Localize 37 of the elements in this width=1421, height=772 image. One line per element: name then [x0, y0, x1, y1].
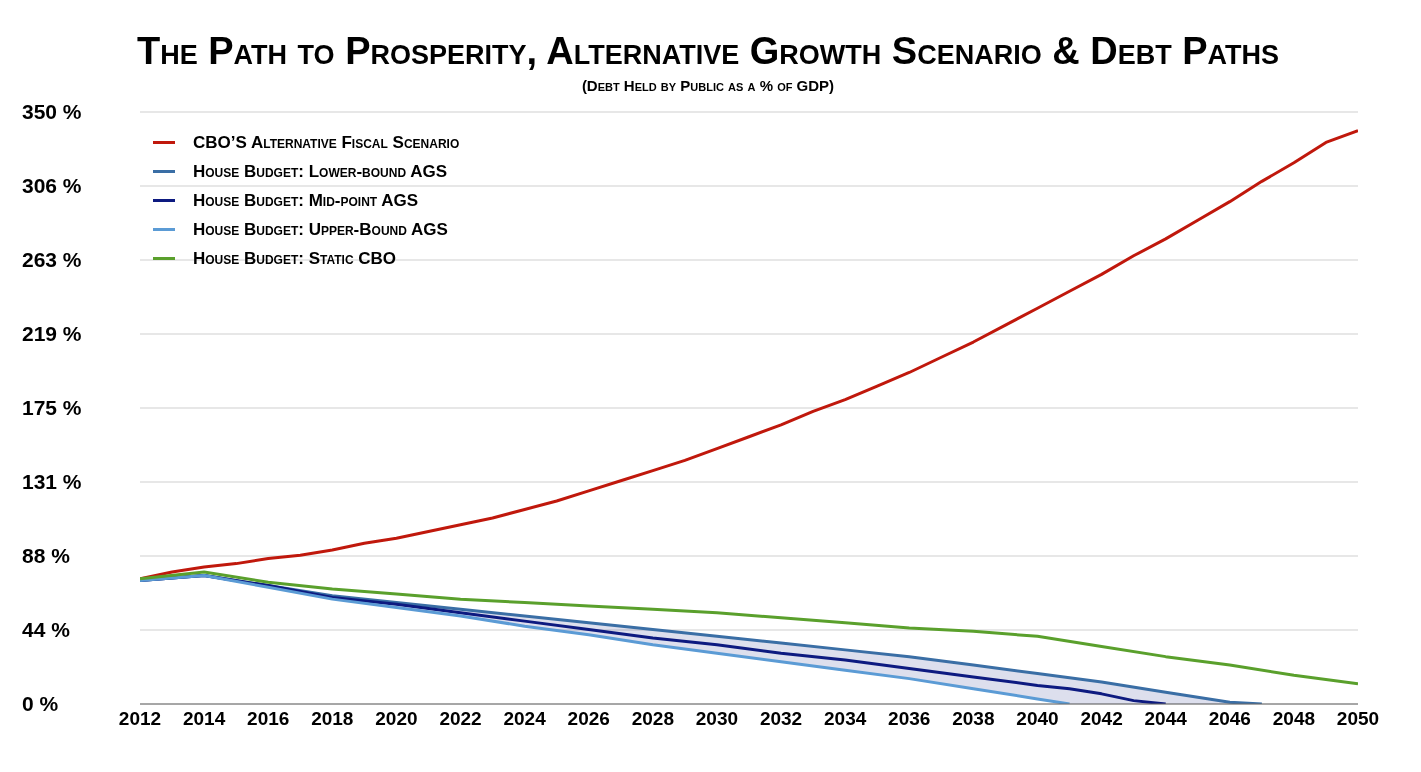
y-tick-label: 88 %: [22, 544, 71, 568]
x-tick-label: 2038: [952, 708, 995, 730]
y-tick-label: 219 %: [22, 322, 82, 346]
y-tick-label: 44 %: [22, 618, 71, 642]
x-tick-label: 2050: [1336, 708, 1380, 730]
y-tick-label: 131 %: [22, 470, 82, 494]
legend-label: House Budget: Upper-Bound AGS: [193, 219, 448, 240]
y-tick-label: 175 %: [22, 396, 82, 420]
legend-label: House Budget: Lower-bound AGS: [193, 161, 447, 182]
x-tick-label: 2024: [503, 708, 547, 730]
x-tick-label: 2018: [311, 708, 354, 730]
x-tick-label: 2012: [118, 708, 162, 730]
x-tick-label: 2020: [375, 708, 418, 730]
legend-label: House Budget: Mid-point AGS: [193, 190, 419, 211]
x-tick-label: 2036: [888, 708, 931, 730]
x-tick-label: 2014: [182, 708, 226, 730]
x-tick-label: 2022: [439, 708, 482, 730]
line-series: [140, 570, 1358, 686]
x-tick-label: 2040: [1016, 708, 1059, 730]
x-tick-label: 2048: [1272, 708, 1316, 730]
x-tick-label: 2030: [695, 708, 739, 730]
chart-title: The Path to Prosperity, Alternative Growth Scenario & Debt Paths: [135, 29, 1281, 73]
y-tick-label: 263 %: [22, 248, 82, 272]
x-tick-label: 2032: [759, 708, 803, 730]
x-tick-label: 2034: [824, 708, 867, 730]
legend-label: CBO’S Alternative Fiscal Scenario: [193, 132, 460, 153]
y-tick-label: 350 %: [22, 100, 82, 124]
legend-label: House Budget: Static CBO: [193, 248, 397, 269]
x-tick-label: 2042: [1080, 708, 1123, 730]
y-tick-label: 0 %: [22, 692, 59, 716]
x-tick-label: 2026: [567, 708, 610, 730]
y-tick-label: 306 %: [22, 174, 82, 198]
x-tick-label: 2044: [1144, 708, 1188, 730]
chart-subtitle: (Debt Held by Public as a % of GDP): [580, 77, 836, 94]
x-tick-label: 2028: [631, 708, 674, 730]
x-tick-label: 2046: [1208, 708, 1251, 730]
x-tick-label: 2016: [247, 708, 290, 730]
